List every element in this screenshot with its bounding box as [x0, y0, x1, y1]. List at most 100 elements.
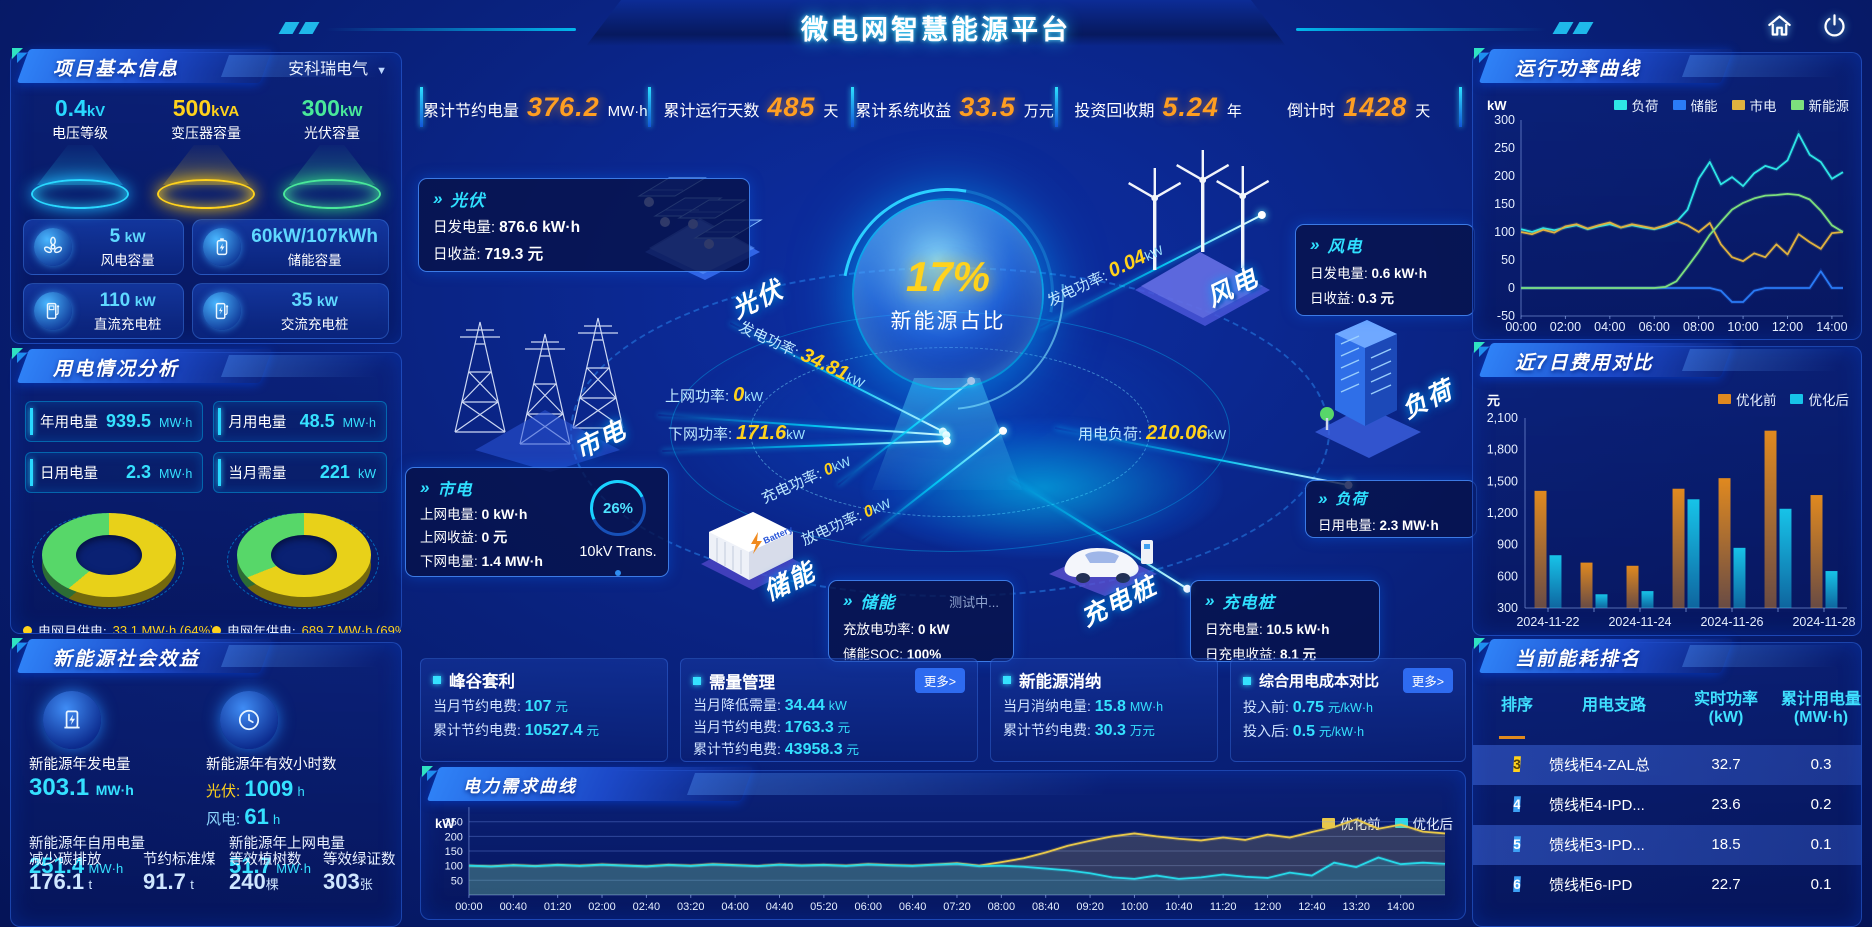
svg-text:06:40: 06:40: [899, 901, 926, 913]
kpi-countdown: 倒计时 1428 天: [1287, 91, 1431, 122]
rank-badge: 4: [1513, 796, 1521, 813]
svg-text:12:00: 12:00: [1772, 320, 1803, 334]
capacity-card-wind: 5 kW 风电容量: [23, 219, 185, 275]
kpi-separator: [851, 87, 855, 127]
svg-text:11:20: 11:20: [1210, 901, 1237, 913]
ac-charger-icon: [203, 292, 242, 330]
kpi-payback: 投资回收期 5.24 年: [1074, 91, 1242, 122]
svg-text:08:40: 08:40: [1032, 901, 1059, 913]
svg-text:07:20: 07:20: [943, 901, 970, 913]
chevron-right-icon: »: [420, 478, 430, 497]
title-wing-left: [326, 28, 576, 31]
svg-text:200: 200: [445, 831, 463, 843]
decor-chip: [298, 22, 320, 34]
cost-compare-chart: 300 600 900 1,200 1,500 1,800 2,100 2024-11-22 2…: [1479, 409, 1855, 631]
load-info-box: » 负荷 日用电量: 2.3 MW·h: [1305, 480, 1477, 538]
svg-text:1,200: 1,200: [1487, 506, 1518, 520]
table-row: 3 馈线柜4-ZAL总 32.7 0.3: [1473, 744, 1861, 785]
social-metrics-overlap: 新能源年自用电量 251.4 MW·h 新能源年上网电量 51.7 MW·h 减…: [11, 832, 401, 926]
chart-legend: 优化前优化后: [1717, 389, 1849, 409]
svg-text:02:00: 02:00: [1550, 320, 1581, 334]
flow-load-power: 用电负荷: 210.06kW: [1078, 422, 1227, 444]
chevron-right-icon: »: [1310, 235, 1320, 254]
glow-disc: [157, 179, 255, 209]
svg-text:10:00: 10:00: [1727, 320, 1758, 334]
more-button[interactable]: 更多>: [1402, 668, 1453, 693]
panel-project-info: 项目基本信息 安科瑞电气 ▼ 0.4kV 电压等级 500kVA 变压器容量 30…: [10, 48, 402, 344]
load-building-illustration: [1305, 310, 1427, 460]
svg-text:2024-11-26: 2024-11-26: [1700, 615, 1763, 629]
legend-item: 市电: [1731, 95, 1777, 115]
svg-text:13:20: 13:20: [1343, 901, 1370, 913]
panel-header: 当前能耗排名: [1471, 637, 1861, 677]
energy-icon: [43, 691, 101, 749]
panel-header: 项目基本信息 安科瑞电气 ▼: [9, 47, 401, 87]
metric-certs: 等效绿证数 303张: [323, 852, 396, 894]
svg-text:2024-11-22: 2024-11-22: [1516, 615, 1579, 629]
legend-item: 负荷: [1613, 95, 1659, 115]
decor-chip: [1572, 22, 1594, 34]
chevron-right-icon: »: [1205, 591, 1215, 610]
svg-text:1,800: 1,800: [1487, 443, 1518, 457]
kpi-bar: 累计节约电量 376.2 MW·h 累计运行天数 485 天 累计系统收益 33.5 万元 …: [420, 84, 1463, 130]
legend-item: 电网月供电: 33.1 MW·h (64%): [23, 621, 212, 633]
rank-badge: 5: [1513, 836, 1521, 853]
flow-grid-export-power: 上网功率: 0kW: [665, 384, 764, 406]
stat-day-usage: 日用电量 2.3 MW·h: [25, 452, 204, 493]
square-bullet-icon: [693, 676, 701, 685]
stat-month-usage: 月用电量 48.5 MW·h: [213, 401, 387, 442]
svg-text:04:00: 04:00: [1594, 320, 1625, 334]
wind-turbines-illustration: [1115, 140, 1275, 340]
pv-info-box: » 光伏 日发电量: 876.6 kW·h 日收益: 719.3 元: [418, 178, 750, 272]
renewable-share-value: 17%: [905, 253, 991, 300]
renewable-share-label: 新能源占比: [890, 310, 1006, 333]
page-title: 微电网智慧能源平台: [801, 15, 1071, 45]
more-button[interactable]: 更多>: [914, 668, 965, 693]
svg-text:2024-11-28: 2024-11-28: [1792, 615, 1855, 629]
y-axis-unit: kW: [1487, 97, 1507, 113]
company-dropdown[interactable]: 安科瑞电气 ▼: [288, 61, 387, 78]
flow-grid-import-power: 下网功率: 171.6kW: [668, 422, 806, 444]
rank-badge: 3: [1513, 756, 1521, 773]
title-wing-right: [1296, 28, 1546, 31]
grid-towers-illustration: [435, 282, 635, 472]
svg-text:09:20: 09:20: [1076, 901, 1103, 913]
panel-header: 近7日费用对比: [1471, 341, 1861, 381]
panel-power-curve: 运行功率曲线 kW 负荷 储能 市电 新能源 -50 0 50 100 150 200 250 300…: [1472, 48, 1862, 340]
status-badge: 测试中...: [949, 594, 999, 610]
svg-text:02:00: 02:00: [588, 901, 615, 913]
spotlight-pv: 300kW 光伏容量: [272, 95, 392, 209]
svg-text:1,500: 1,500: [1487, 474, 1518, 488]
svg-text:2,100: 2,100: [1487, 411, 1518, 425]
svg-text:-50: -50: [1497, 309, 1515, 323]
svg-text:150: 150: [1494, 197, 1515, 211]
power-icon[interactable]: [1821, 12, 1848, 39]
svg-text:12:40: 12:40: [1298, 901, 1325, 913]
svg-text:150: 150: [445, 846, 463, 858]
panel-energy-ranking: 当前能耗排名 排序 用电支路 实时功率 (kW) 累计用电量 (MW·h) 3 馈线…: [1472, 638, 1862, 927]
wind-icon: [34, 228, 72, 266]
panel-title: 新能源社会效益: [53, 649, 201, 670]
social-generation: 新能源年发电量 303.1 MW·h: [29, 687, 206, 830]
svg-text:08:00: 08:00: [988, 901, 1015, 913]
legend-item: 电网年供电: 689.7 MW·h (69%): [212, 621, 401, 633]
svg-text:12:00: 12:00: [1254, 901, 1281, 913]
svg-text:10:40: 10:40: [1165, 901, 1192, 913]
home-icon[interactable]: [1766, 12, 1793, 39]
social-hours: 新能源年有效小时数 光伏: 1009 h 风电: 61 h: [206, 687, 383, 830]
svg-text:300: 300: [1497, 601, 1518, 615]
svg-text:08:00: 08:00: [1683, 320, 1714, 334]
svg-text:250: 250: [1494, 141, 1515, 155]
rank-badge: 6: [1513, 876, 1521, 893]
stat-year-usage: 年用电量 939.5 MW·h: [25, 401, 204, 442]
table-row: 6 馈线柜6-IPD 22.7 0.1: [1513, 876, 1832, 895]
metric-self-use: 新能源年自用电量 251.4 MW·h: [29, 836, 145, 878]
title-plate: [586, 0, 1286, 46]
svg-text:0: 0: [1508, 281, 1515, 295]
corner-arrow-icon: [12, 48, 27, 63]
panel-title: 近7日费用对比: [1515, 353, 1654, 374]
legend-item: 储能: [1672, 95, 1718, 115]
legend-dot: [23, 626, 32, 633]
svg-text:10:00: 10:00: [1121, 901, 1148, 913]
